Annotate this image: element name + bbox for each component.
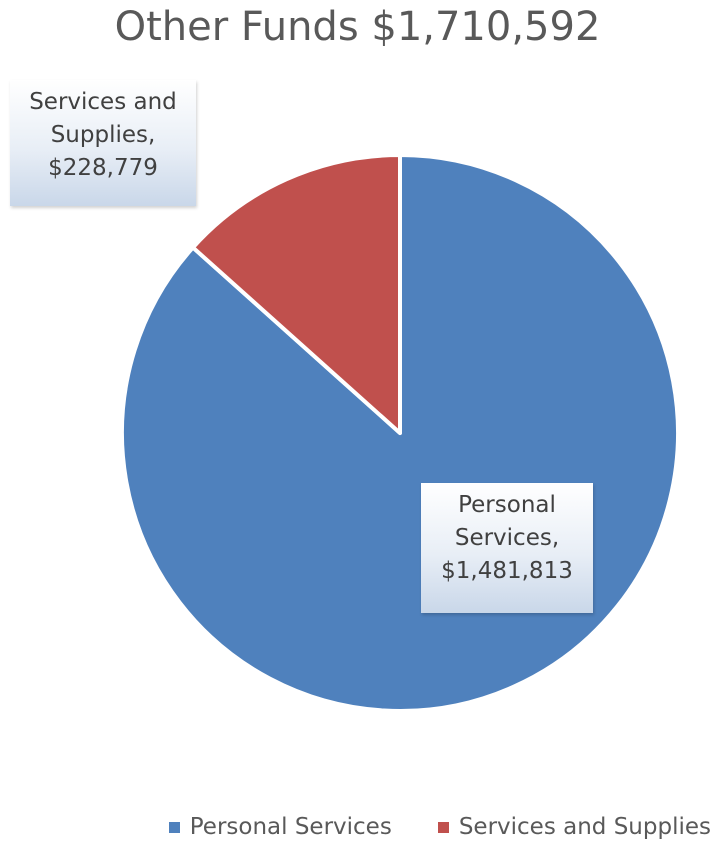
legend-swatch [168,821,180,833]
data-label-line: $228,779 [48,155,158,181]
legend-label: Services and Supplies [458,814,711,840]
legend-item-personal-services: Personal Services [168,814,392,840]
data-label-personal-services: Personal Services, $1,481,813 [421,483,593,613]
data-label-services-and-supplies: Services and Supplies, $228,779 [10,80,196,206]
data-label-line: Personal [458,492,556,518]
data-label-line: Services, [454,525,560,551]
pie-slice-services-and-supplies [190,153,402,435]
legend-swatch [437,821,449,833]
legend-items: Personal Services Services and Supplies [168,814,711,840]
legend-label: Personal Services [189,814,392,840]
legend-item-services-and-supplies: Services and Supplies [437,814,711,840]
chart-title: Other Funds $1,710,592 [114,4,601,50]
data-label-line: $1,481,813 [441,558,573,584]
data-label-line: Services and [29,89,177,115]
data-label-line: Supplies, [50,122,156,148]
